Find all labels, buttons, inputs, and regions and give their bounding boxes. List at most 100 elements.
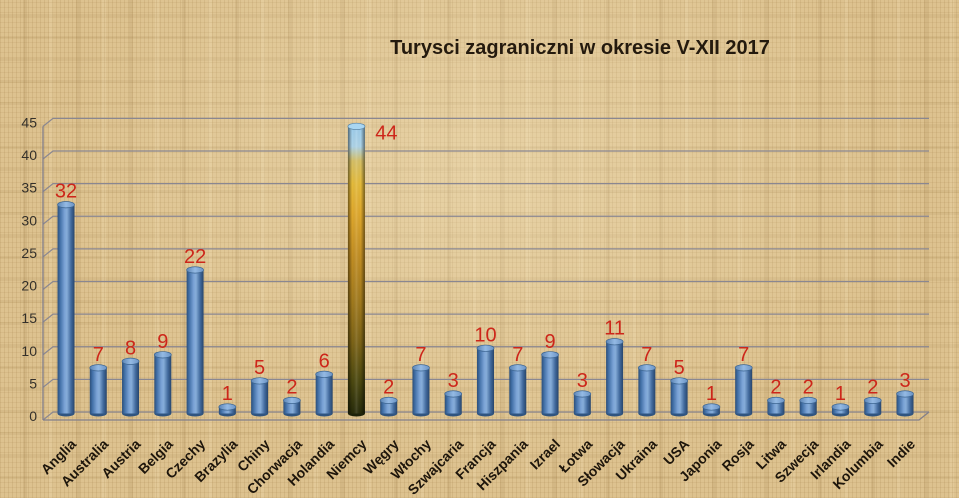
bar-body xyxy=(606,341,624,414)
gridline-15 xyxy=(42,313,929,323)
bar-body xyxy=(444,393,462,414)
value-label-łotwa: 3 xyxy=(577,370,588,392)
bar-irlandia xyxy=(831,403,850,417)
gridline-45 xyxy=(42,117,929,127)
bar-rosja xyxy=(734,364,753,417)
bar-top xyxy=(767,396,785,405)
bar-body xyxy=(477,348,495,414)
bar-body xyxy=(122,361,140,414)
value-label-indie: 3 xyxy=(899,370,910,392)
bar-słowacja xyxy=(605,338,624,417)
value-label-belgia: 9 xyxy=(157,331,168,353)
bar-body xyxy=(896,393,914,414)
bar-japonia xyxy=(702,403,721,417)
bar-kolumbia xyxy=(863,396,882,417)
y-axis-tick-label: 0 xyxy=(29,408,37,424)
value-label-usa: 5 xyxy=(674,357,685,379)
value-label-węgry: 2 xyxy=(383,376,394,398)
bar-top xyxy=(444,390,463,398)
bar-body xyxy=(767,400,785,414)
bar-szwecja xyxy=(799,396,818,417)
bar-indie xyxy=(896,390,914,417)
floor-front-edge xyxy=(43,411,930,421)
bar-holandia xyxy=(315,370,334,417)
gridline-0 xyxy=(42,411,929,421)
bar-body xyxy=(251,380,269,414)
value-label-brazylia: 1 xyxy=(222,383,233,405)
bar-body xyxy=(412,367,430,414)
bar-anglia xyxy=(57,201,75,417)
value-label-kolumbia: 2 xyxy=(867,376,878,398)
y-axis-tick-label: 25 xyxy=(21,245,37,261)
value-label-francja: 10 xyxy=(474,324,496,346)
bar-top xyxy=(702,403,721,411)
bar-top xyxy=(476,344,495,352)
bar-niemcy xyxy=(347,122,366,417)
gridline-10 xyxy=(42,346,929,356)
value-label-czechy: 22 xyxy=(184,246,206,268)
bar-top xyxy=(863,396,882,405)
bar-top xyxy=(250,377,269,385)
bar-top xyxy=(379,396,398,405)
y-axis-tick-label: 30 xyxy=(21,212,37,228)
bar-chorwacja xyxy=(283,396,301,417)
value-label-australia: 7 xyxy=(93,344,104,366)
bar-top xyxy=(153,351,172,359)
bar-belgia xyxy=(153,351,172,417)
bar-włochy xyxy=(412,364,430,417)
bar-top xyxy=(283,396,301,405)
value-label-szwecja: 2 xyxy=(803,376,814,398)
bar-węgry xyxy=(379,396,398,417)
bar-body xyxy=(154,354,172,414)
bar-body xyxy=(735,367,753,414)
bar-top xyxy=(734,364,753,372)
bar-body xyxy=(283,400,301,414)
bar-body xyxy=(89,367,107,414)
bar-hiszpania xyxy=(508,364,527,417)
gridline-40 xyxy=(42,150,929,160)
bar-top xyxy=(831,403,850,411)
category-label-rosja: Rosja xyxy=(719,436,757,474)
bar-top xyxy=(186,266,204,274)
value-label-szwajcaria: 3 xyxy=(448,370,459,392)
y-axis-tick-label: 10 xyxy=(21,343,37,359)
bar-top xyxy=(412,364,430,372)
bar-top xyxy=(670,377,688,385)
y-axis-tick-label: 45 xyxy=(21,114,37,130)
bar-top xyxy=(315,370,334,378)
value-label-włochy: 7 xyxy=(415,344,426,366)
bar-body xyxy=(186,269,204,414)
bar-izrael xyxy=(541,351,559,417)
bar-chiny xyxy=(250,377,269,417)
category-label-indie: Indie xyxy=(884,436,919,471)
bar-top xyxy=(605,338,624,346)
bar-body xyxy=(864,400,882,414)
bar-body-shading xyxy=(347,126,365,414)
bar-czechy xyxy=(186,266,204,417)
y-axis-tick-label: 15 xyxy=(21,310,37,326)
value-label-chiny: 5 xyxy=(254,357,265,379)
gridline-35 xyxy=(42,183,929,193)
gridline-30 xyxy=(42,215,929,225)
value-label-japonia: 1 xyxy=(706,383,717,405)
y-axis-tick-label: 5 xyxy=(29,375,37,391)
bar-top xyxy=(121,357,140,365)
chart-title: Turysci zagraniczni w okresie V-XII 2017 xyxy=(390,37,770,59)
bar-top xyxy=(218,403,237,411)
value-label-holandia: 6 xyxy=(319,350,330,372)
bar-body xyxy=(541,354,559,414)
value-label-słowacja: 11 xyxy=(604,318,625,340)
bar-usa xyxy=(670,377,688,417)
y-axis-tick-label: 35 xyxy=(21,180,37,196)
bar-body xyxy=(315,374,333,414)
bar-body xyxy=(638,367,656,414)
bar-top xyxy=(541,351,559,359)
value-label-izrael: 9 xyxy=(544,331,555,353)
bar-body xyxy=(573,393,591,414)
value-label-ukraina: 7 xyxy=(641,344,652,366)
bar-francja xyxy=(476,344,495,417)
bar-ukraina xyxy=(638,364,656,417)
